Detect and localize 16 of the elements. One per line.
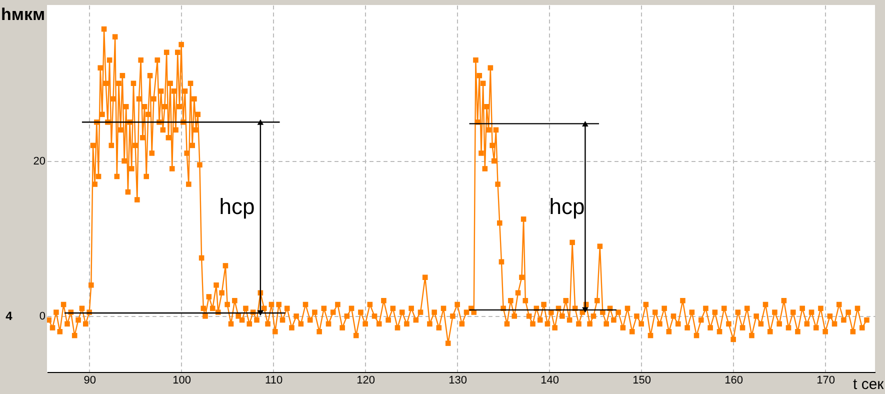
x-tick-label: 90 xyxy=(84,374,96,386)
y-axis-title: hмкм xyxy=(1,5,46,24)
x-tick-label: 160 xyxy=(724,374,743,386)
annotation: hср xyxy=(219,194,255,219)
x-axis-title: t сек xyxy=(853,376,884,393)
text: 4 xyxy=(6,309,13,324)
x-tick-label: 110 xyxy=(265,374,283,386)
x-tick-label: 120 xyxy=(356,374,375,386)
x-tick-label: 130 xyxy=(448,374,467,386)
x-tick-label: 170 xyxy=(816,374,835,386)
x-tick-label: 150 xyxy=(632,374,651,386)
y-tick-label: 20 xyxy=(33,155,46,168)
x-tick-label: 100 xyxy=(172,374,191,386)
x-tick-label: 140 xyxy=(540,374,559,386)
annotation: hср xyxy=(549,194,585,219)
y-tick-label: 0 xyxy=(39,310,46,323)
